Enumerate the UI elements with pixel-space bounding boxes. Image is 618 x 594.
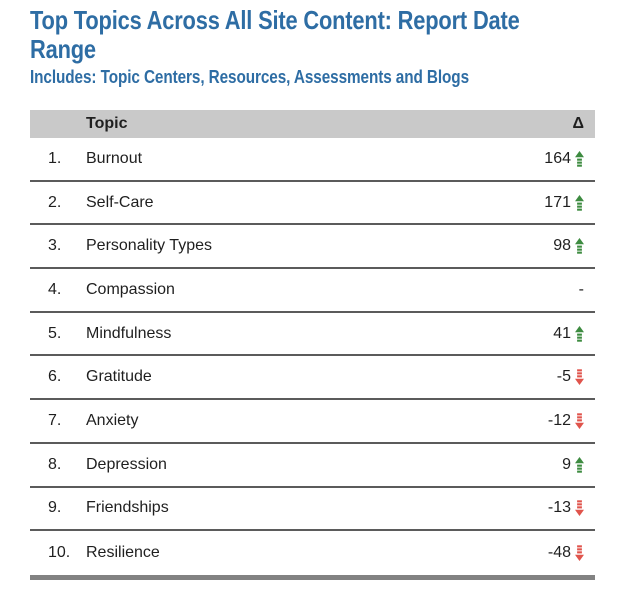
row-topic: Self-Care xyxy=(86,193,154,211)
column-header-delta[interactable]: Δ xyxy=(572,115,585,132)
row-delta: 9 xyxy=(488,456,595,474)
trend-up-icon xyxy=(575,238,584,254)
row-delta-value: -13 xyxy=(547,499,571,517)
trend-up-icon xyxy=(575,456,584,473)
table-row: 9. Friendships -13 xyxy=(30,488,595,532)
row-rank: 5. xyxy=(48,324,62,342)
page-subtitle: Includes: Topic Centers, Resources, Asse… xyxy=(30,67,469,87)
row-topic: Burnout xyxy=(86,149,143,167)
table-row: 5. Mindfulness 41 xyxy=(30,313,595,357)
row-delta-value: 41 xyxy=(553,324,571,342)
row-delta: - xyxy=(488,281,595,299)
trend-up-icon xyxy=(575,325,584,342)
page-title: Top Topics Across All Site Content: Repo… xyxy=(30,5,520,64)
table-row: 2. Self-Care 171 xyxy=(30,182,595,226)
row-topic: Gratitude xyxy=(86,368,152,386)
row-delta-value: 171 xyxy=(544,193,571,211)
row-delta: -13 xyxy=(488,499,595,517)
column-header-topic[interactable]: Topic xyxy=(86,115,128,132)
table-row: 8. Depression 9 xyxy=(30,444,595,488)
trend-up-icon xyxy=(575,150,584,167)
row-delta-value: -5 xyxy=(556,368,571,386)
table-row: 1. Burnout 164 xyxy=(30,138,595,182)
row-rank: 7. xyxy=(48,411,62,429)
row-topic: Resilience xyxy=(86,544,160,562)
row-delta-value: -48 xyxy=(547,544,571,562)
row-topic: Personality Types xyxy=(86,237,212,255)
row-delta: 164 xyxy=(488,150,595,168)
row-delta-value: 9 xyxy=(562,455,571,473)
table-header-row: Topic Δ xyxy=(30,110,595,138)
row-rank: 10. xyxy=(48,544,71,562)
table-body: 1. Burnout 164 2. Self-Care 171 3. xyxy=(30,138,595,575)
row-delta-value: - xyxy=(578,280,584,298)
row-rank: 9. xyxy=(48,499,62,517)
topics-table: Topic Δ 1. Burnout 164 2. Self-Care 171 xyxy=(30,110,595,580)
row-topic: Compassion xyxy=(86,280,175,298)
row-delta: 41 xyxy=(488,325,595,343)
row-delta-value: -12 xyxy=(547,411,571,429)
trend-down-icon xyxy=(575,369,584,386)
row-rank: 3. xyxy=(48,237,62,255)
trend-up-icon xyxy=(575,194,584,211)
row-delta: -12 xyxy=(488,412,595,430)
row-topic: Depression xyxy=(86,455,167,473)
trend-down-icon xyxy=(575,413,584,429)
trend-down-icon xyxy=(575,500,584,517)
report-widget: Top Topics Across All Site Content: Repo… xyxy=(30,5,595,580)
table-row: 3. Personality Types 98 xyxy=(30,225,595,270)
row-topic: Anxiety xyxy=(86,411,139,429)
row-delta-value: 164 xyxy=(544,149,571,167)
row-rank: 1. xyxy=(48,149,62,167)
row-topic: Friendships xyxy=(86,499,169,517)
table-row: 6. Gratitude -5 xyxy=(30,356,595,401)
row-delta-value: 98 xyxy=(553,237,571,255)
table-row: 7. Anxiety -12 xyxy=(30,400,595,444)
trend-down-icon xyxy=(575,545,584,562)
table-row: 10. Resilience -48 xyxy=(30,531,595,575)
row-delta: -48 xyxy=(488,544,595,562)
row-rank: 8. xyxy=(48,455,62,473)
table-bottom-scrollbar[interactable] xyxy=(30,574,595,580)
row-rank: 2. xyxy=(48,193,62,211)
row-rank: 4. xyxy=(48,280,62,298)
table-row: 4. Compassion - xyxy=(30,269,595,313)
row-rank: 6. xyxy=(48,368,62,386)
row-delta: 171 xyxy=(488,194,595,212)
row-delta: 98 xyxy=(488,237,595,255)
row-topic: Mindfulness xyxy=(86,324,172,342)
row-delta: -5 xyxy=(488,368,595,386)
